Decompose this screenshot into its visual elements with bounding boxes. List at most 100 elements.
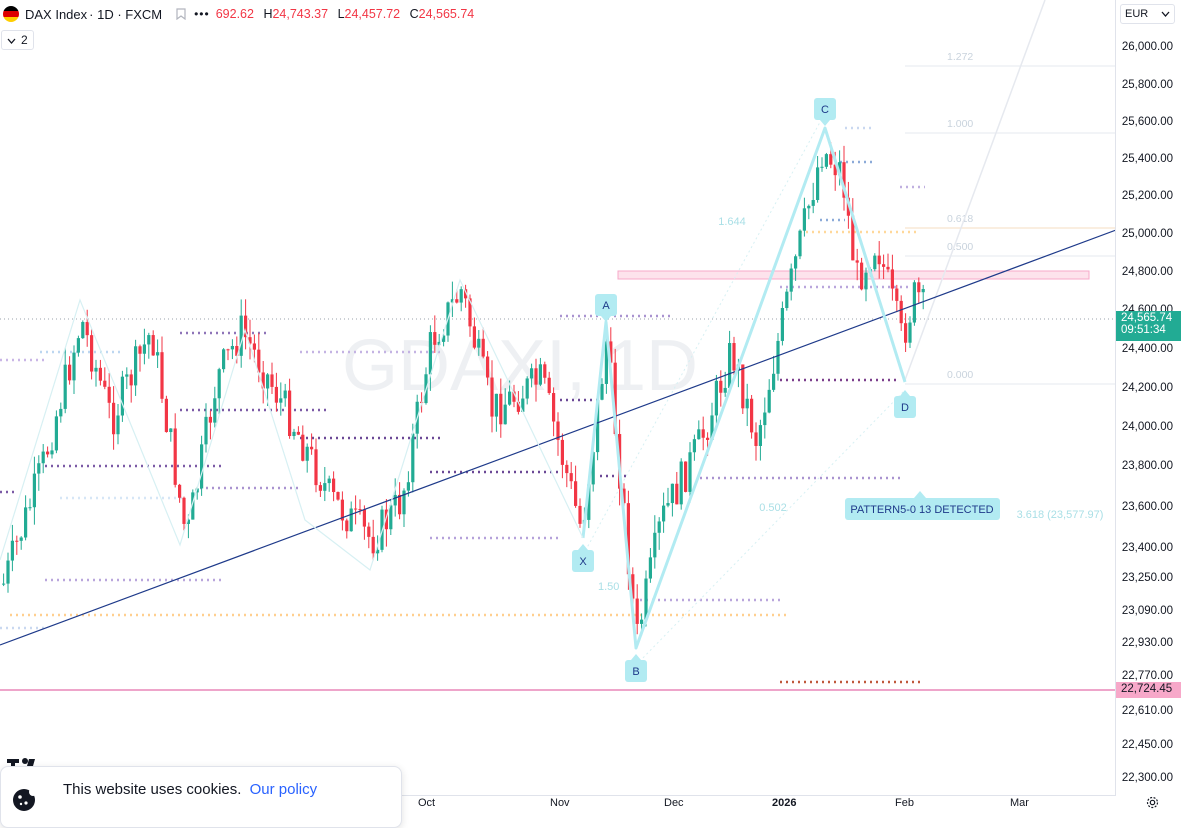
candle-body — [19, 537, 23, 541]
candle-body — [538, 364, 542, 385]
candle-body — [230, 345, 234, 350]
price-axis[interactable]: EUR 26,000.00 25,800.00 25,600.00 25,400.00… — [1115, 0, 1181, 795]
candle-body — [354, 508, 358, 510]
candle-body — [525, 378, 529, 399]
price-tick: 22,610.00 — [1121, 705, 1173, 717]
candle-body — [714, 380, 718, 416]
currency-selector[interactable]: EUR — [1120, 4, 1175, 24]
price-chart[interactable]: GDAXI, 1D 1.272 1.000 0.618 0.500 0.000 X A B C D 1… — [0, 0, 1116, 795]
candle-body — [349, 508, 353, 532]
candle-body — [28, 507, 32, 509]
more-options-button[interactable]: ••• — [194, 7, 210, 21]
candle-body — [120, 376, 124, 416]
candle-body — [472, 326, 476, 348]
candle-body — [389, 505, 393, 530]
candle-body — [186, 519, 190, 524]
candle-body — [574, 481, 578, 506]
candle-body — [921, 288, 925, 293]
candle-body — [481, 338, 485, 357]
candle-body — [490, 377, 494, 417]
fib-extension-line — [904, 0, 1046, 381]
candle-body — [864, 272, 868, 290]
candle-body — [552, 393, 556, 422]
candle-body — [94, 367, 98, 372]
candle-body — [222, 349, 226, 370]
candle-body — [10, 540, 14, 561]
pattern-zigzag-history — [0, 278, 584, 572]
pattern-point-marker — [894, 396, 916, 418]
candle-body — [675, 483, 679, 505]
fib-level-label: 1.272 — [947, 51, 973, 63]
trend-line — [0, 229, 1116, 646]
candle-body — [257, 349, 261, 373]
candle-body — [895, 288, 899, 301]
candle-body — [239, 315, 243, 356]
candle-body — [855, 260, 859, 263]
candle-body — [406, 482, 410, 491]
candle-body — [626, 503, 630, 575]
candle-body — [917, 282, 921, 293]
settings-gear-icon[interactable] — [1146, 796, 1159, 812]
candle-body — [798, 230, 802, 257]
candle-body — [486, 356, 490, 378]
candle-body — [653, 532, 657, 558]
candle-body — [336, 492, 340, 500]
candle-body — [829, 154, 833, 165]
price-tick: 24,800.00 — [1121, 266, 1173, 278]
candle-body — [72, 352, 76, 381]
fib-level-label: 0.500 — [947, 241, 973, 253]
pattern-point-pointer — [631, 654, 641, 660]
candle-body — [697, 429, 701, 440]
candle-body — [754, 432, 758, 446]
symbol-header: DAX Index · 1D · FXCM ••• 692.62 H24,743… — [0, 3, 485, 25]
price-tick: 23,400.00 — [1121, 542, 1173, 554]
candle-body — [666, 503, 670, 506]
candle-body — [332, 478, 336, 493]
candle-body — [833, 164, 837, 176]
candle-body — [908, 322, 912, 343]
pattern-extension-label: 3.618 (23,577.97) — [1017, 509, 1104, 521]
price-tick: 25,800.00 — [1121, 79, 1173, 91]
pattern-banner-box — [845, 498, 1000, 520]
candle-body — [327, 478, 331, 484]
candle-body — [886, 266, 890, 270]
candle-body — [644, 578, 648, 620]
pattern-point-label: D — [901, 402, 909, 414]
candle-body — [32, 473, 36, 508]
candle-body — [81, 322, 85, 339]
price-tick: 26,000.00 — [1121, 41, 1173, 53]
indicators-toggle[interactable]: 2 — [1, 30, 34, 50]
candle-body — [274, 386, 278, 403]
pattern-point-label: X — [579, 556, 587, 568]
candle-body — [63, 364, 67, 409]
candle-body — [512, 391, 516, 402]
candle-body — [622, 488, 626, 504]
last-price-label: 24,565.74 09:51:34 — [1116, 311, 1181, 341]
flag-icon[interactable] — [172, 6, 190, 22]
candle-body — [494, 393, 498, 417]
pattern-point-pointer — [578, 544, 588, 550]
time-tick: Mar — [1010, 797, 1029, 809]
pattern-guide — [582, 112, 826, 556]
candle-body — [631, 574, 635, 599]
candle-body — [785, 291, 789, 309]
cookie-icon — [11, 787, 37, 813]
candle-body — [41, 451, 45, 464]
price-tick: 25,000.00 — [1121, 228, 1173, 240]
candle-body — [609, 341, 613, 363]
level-price-label: 22,724.45 — [1116, 682, 1181, 698]
candle-body — [807, 205, 811, 209]
cookie-policy-link[interactable]: Our policy — [249, 781, 318, 798]
interval-source[interactable]: · 1D · FXCM — [89, 6, 163, 22]
symbol-name[interactable]: DAX Index — [25, 6, 88, 22]
candle-body — [890, 269, 894, 289]
candle-body — [112, 402, 116, 435]
candle-body — [147, 335, 151, 345]
candle-body — [789, 268, 793, 292]
candle-body — [200, 444, 204, 489]
candle-body — [107, 386, 111, 403]
candle-body — [182, 497, 186, 524]
candle-body — [640, 619, 644, 624]
pattern-point-marker — [595, 294, 617, 316]
candle-body — [279, 398, 283, 403]
